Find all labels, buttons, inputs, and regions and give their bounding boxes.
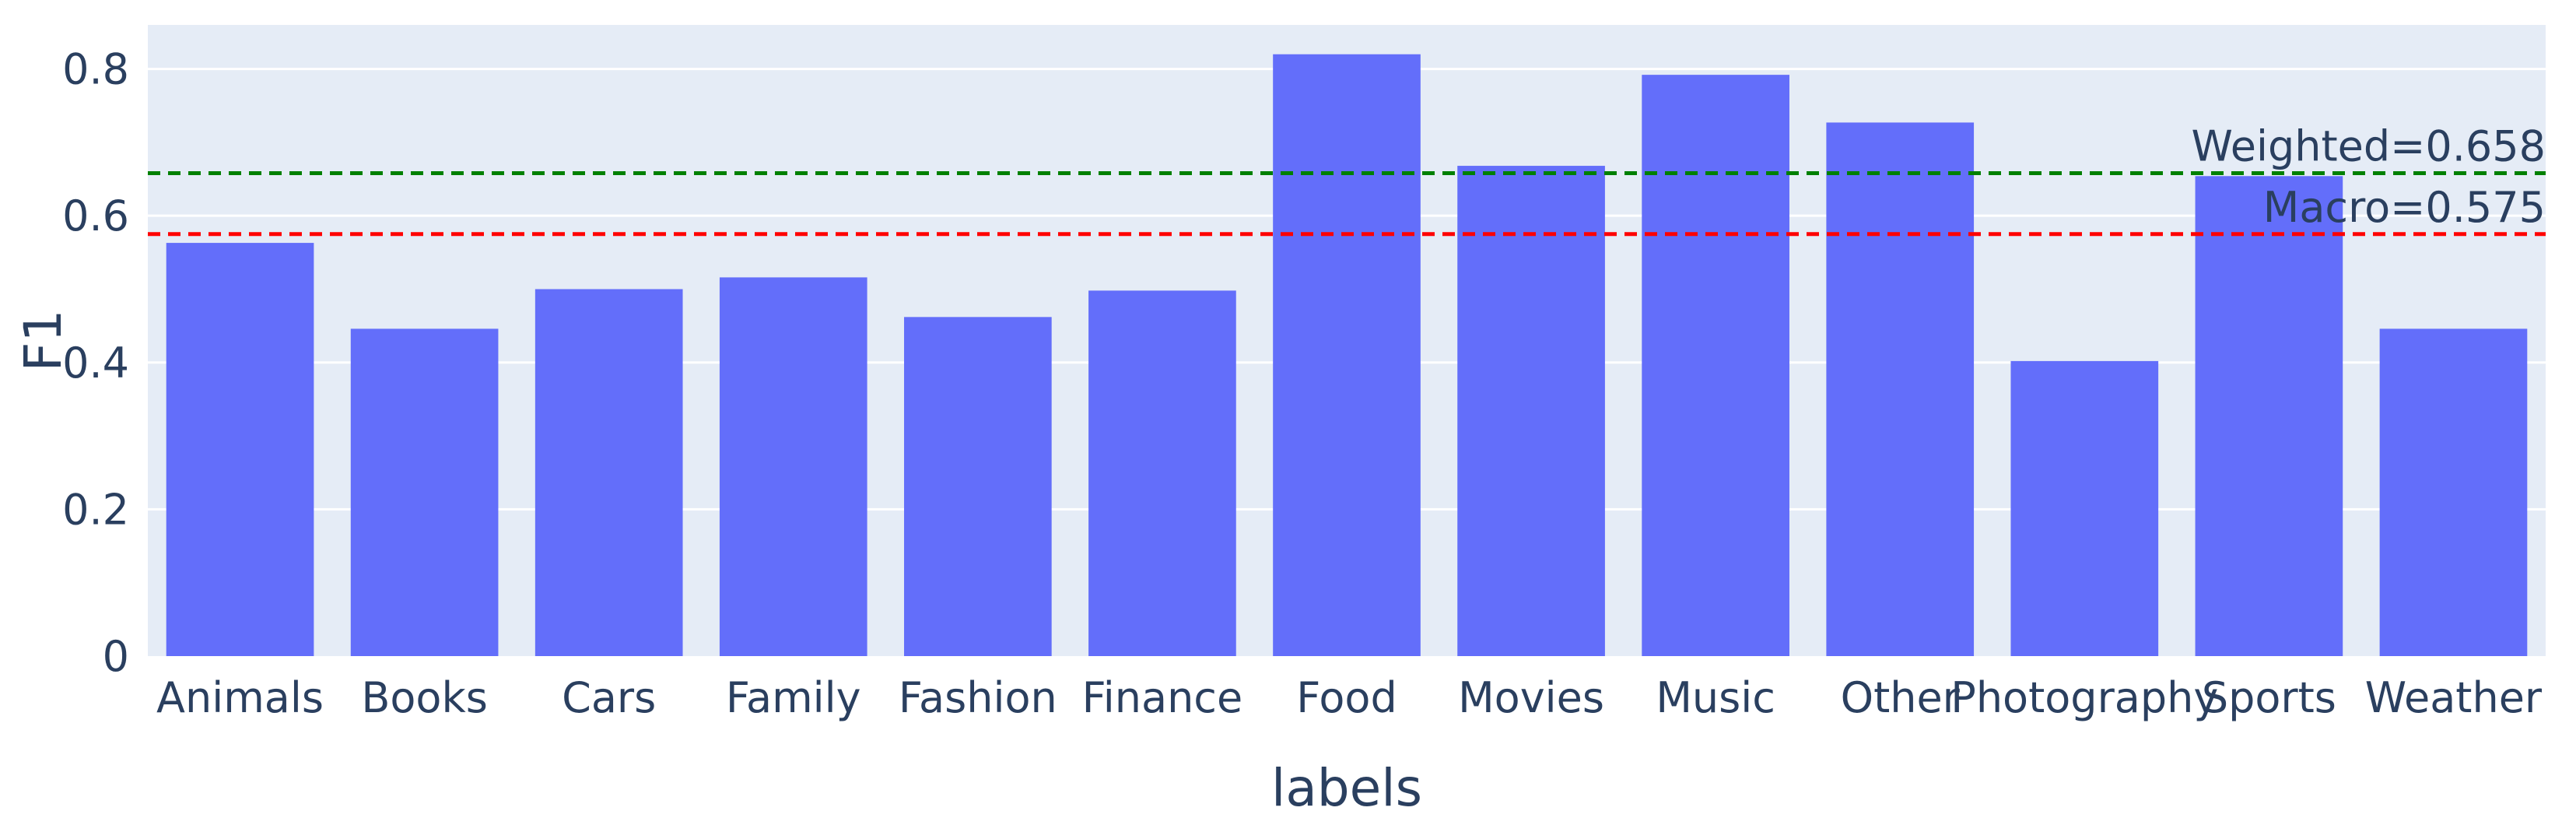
- x-tick-label: Sports: [2202, 673, 2336, 722]
- bar: [1826, 122, 1975, 656]
- x-axis-title: labels: [1271, 758, 1422, 818]
- y-tick-label: 0.6: [62, 191, 129, 240]
- x-tick-label: Food: [1296, 673, 1397, 722]
- x-tick-label: Family: [726, 673, 861, 722]
- x-axis-ticks: Animals Books Cars Family Fashion Finance Food…: [156, 673, 2543, 722]
- bar: [350, 328, 499, 656]
- x-tick-label: Books: [361, 673, 488, 722]
- x-tick-label: Weather: [2365, 673, 2543, 722]
- y-tick-label: 0.8: [62, 45, 129, 94]
- reference-lines: Weighted=0.658 Macro=0.575: [148, 121, 2546, 237]
- x-tick-label: Finance: [1082, 673, 1243, 722]
- reference-line-label: Macro=0.575: [2263, 183, 2546, 232]
- bar: [719, 277, 867, 656]
- y-axis-ticks: 0 0.2 0.4 0.6 0.8: [62, 45, 129, 681]
- x-tick-label: Cars: [562, 673, 656, 722]
- bar: [1642, 75, 1789, 656]
- bar: [166, 243, 314, 657]
- x-tick-label: Animals: [156, 673, 324, 722]
- bar: [534, 289, 683, 656]
- y-axis-title: F1: [13, 310, 73, 372]
- y-tick-label: 0: [103, 632, 129, 681]
- bar: [1273, 54, 1421, 656]
- x-tick-label: Other: [1841, 673, 1961, 722]
- reference-line-label: Weighted=0.658: [2192, 121, 2546, 170]
- x-tick-label: Movies: [1458, 673, 1604, 722]
- bar: [2010, 360, 2159, 656]
- x-tick-label: Photography: [1950, 673, 2218, 722]
- bar: [2379, 328, 2528, 656]
- y-tick-label: 0.2: [62, 485, 129, 534]
- y-tick-label: 0.4: [62, 339, 129, 388]
- x-tick-label: Music: [1656, 673, 1775, 722]
- bars: [166, 54, 2528, 657]
- bar: [1088, 290, 1236, 656]
- bar: [904, 317, 1052, 656]
- bar: [2195, 176, 2343, 656]
- x-tick-label: Fashion: [899, 673, 1057, 722]
- bar: [1457, 166, 1605, 656]
